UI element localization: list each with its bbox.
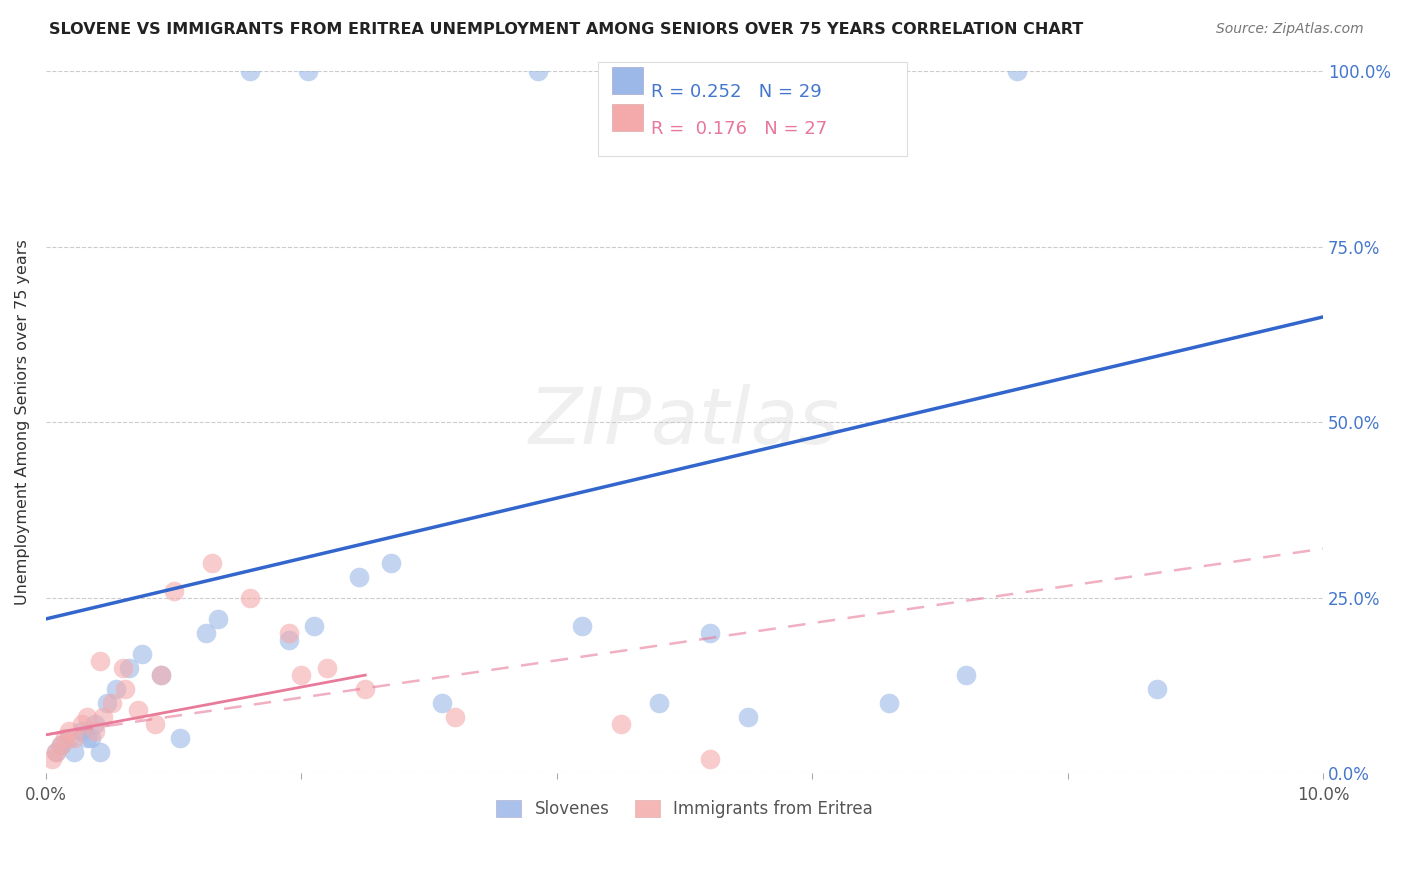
- Point: [609, 64, 631, 78]
- Point: [118, 661, 141, 675]
- Point: [45, 745, 67, 759]
- Point: [70, 724, 93, 739]
- Point: [83, 724, 105, 739]
- Point: [70, 717, 93, 731]
- Point: [239, 591, 262, 605]
- Legend: Slovenes, Immigrants from Eritrea: Slovenes, Immigrants from Eritrea: [489, 793, 879, 825]
- Point: [744, 64, 766, 78]
- Point: [302, 619, 325, 633]
- Point: [76, 710, 98, 724]
- Point: [114, 682, 136, 697]
- Point: [239, 64, 262, 78]
- Point: [93, 710, 115, 724]
- Text: ZIPatlas: ZIPatlas: [529, 384, 839, 460]
- Point: [1146, 682, 1168, 697]
- Point: [76, 731, 98, 746]
- Point: [194, 626, 217, 640]
- Point: [201, 556, 224, 570]
- Point: [58, 731, 80, 746]
- Point: [737, 710, 759, 724]
- Point: [163, 583, 186, 598]
- Point: [41, 752, 63, 766]
- Point: [955, 668, 977, 682]
- Point: [609, 717, 631, 731]
- Point: [1005, 64, 1028, 78]
- Point: [51, 739, 73, 753]
- Text: R =  0.176   N = 27: R = 0.176 N = 27: [651, 120, 827, 138]
- Point: [131, 647, 153, 661]
- Point: [347, 570, 370, 584]
- Point: [101, 696, 124, 710]
- Point: [149, 668, 172, 682]
- Point: [51, 739, 73, 753]
- Point: [316, 661, 339, 675]
- Point: [699, 752, 721, 766]
- Point: [143, 717, 166, 731]
- Text: SLOVENE VS IMMIGRANTS FROM ERITREA UNEMPLOYMENT AMONG SENIORS OVER 75 YEARS CORR: SLOVENE VS IMMIGRANTS FROM ERITREA UNEMP…: [49, 22, 1084, 37]
- Point: [89, 745, 111, 759]
- Point: [443, 710, 465, 724]
- Text: Source: ZipAtlas.com: Source: ZipAtlas.com: [1216, 22, 1364, 37]
- Point: [96, 696, 118, 710]
- Point: [149, 668, 172, 682]
- Point: [63, 731, 86, 746]
- Point: [45, 745, 67, 759]
- Point: [290, 668, 312, 682]
- Point: [53, 731, 76, 746]
- Point: [63, 745, 86, 759]
- Text: R = 0.252   N = 29: R = 0.252 N = 29: [651, 83, 821, 101]
- Point: [380, 556, 402, 570]
- Point: [89, 654, 111, 668]
- Point: [83, 717, 105, 731]
- Point: [699, 626, 721, 640]
- Point: [297, 64, 319, 78]
- Point: [277, 626, 299, 640]
- Point: [648, 696, 671, 710]
- Point: [127, 703, 149, 717]
- Point: [111, 661, 134, 675]
- Y-axis label: Unemployment Among Seniors over 75 years: Unemployment Among Seniors over 75 years: [15, 239, 30, 605]
- Point: [277, 632, 299, 647]
- Point: [354, 682, 377, 697]
- Point: [58, 724, 80, 739]
- Point: [430, 696, 453, 710]
- Point: [526, 64, 548, 78]
- Point: [105, 682, 128, 697]
- Point: [207, 612, 229, 626]
- Point: [169, 731, 191, 746]
- Point: [79, 731, 101, 746]
- Point: [877, 696, 900, 710]
- Point: [571, 619, 593, 633]
